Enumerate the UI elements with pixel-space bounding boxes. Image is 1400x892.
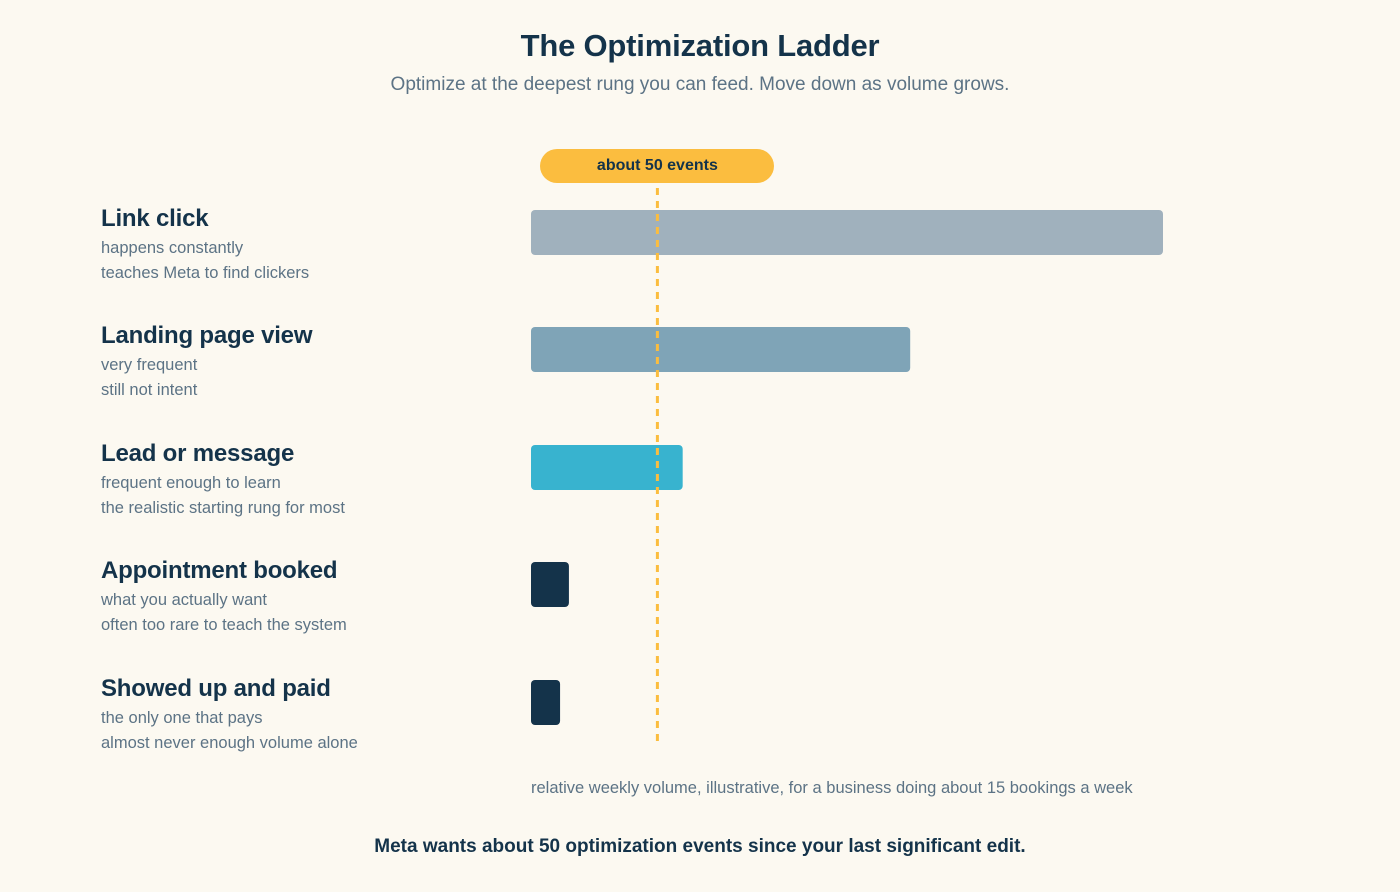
rung-name: Link click — [101, 205, 209, 232]
rung-desc-1: the only one that pays — [101, 709, 263, 727]
rung-label-landing-page-view: Landing page view very frequent still no… — [101, 322, 501, 403]
bar-landing-page-view — [531, 327, 911, 372]
bar-appointment-booked — [531, 562, 569, 607]
bar-lead-or-message — [531, 445, 683, 490]
rung-desc-1: very frequent — [101, 356, 198, 374]
rung-label-lead-or-message: Lead or message frequent enough to learn… — [101, 440, 501, 521]
rung-desc-1: what you actually want — [101, 591, 268, 609]
rung-label-appointment-booked: Appointment booked what you actually wan… — [101, 557, 501, 638]
rung-desc-1: frequent enough to learn — [101, 474, 281, 492]
rung-desc-2: the realistic starting rung for most — [101, 499, 345, 517]
rung-desc-2: teaches Meta to find clickers — [101, 264, 310, 282]
rung-name: Showed up and paid — [101, 675, 331, 702]
bar-link-click — [531, 210, 1163, 255]
rung-desc-1: happens constantly — [101, 239, 244, 257]
chart-subtitle: Optimize at the deepest rung you can fee… — [390, 74, 1010, 95]
threshold-badge: about 50 events — [540, 149, 775, 183]
rung-label-showed-up-and-paid: Showed up and paid the only one that pay… — [101, 675, 501, 756]
footer-note: Meta wants about 50 optimization events … — [374, 836, 1026, 857]
rung-name: Landing page view — [101, 322, 313, 349]
axis-caption: relative weekly volume, illustrative, fo… — [531, 779, 1133, 797]
rung-label-link-click: Link click happens constantly teaches Me… — [101, 205, 501, 286]
chart-title: The Optimization Ladder — [520, 28, 880, 63]
rung-name: Appointment booked — [101, 557, 338, 584]
rung-name: Lead or message — [101, 440, 295, 467]
rung-desc-2: often too rare to teach the system — [101, 616, 347, 634]
rung-desc-2: still not intent — [101, 381, 198, 399]
rung-desc-2: almost never enough volume alone — [101, 734, 358, 752]
bar-showed-up-and-paid — [531, 680, 561, 725]
